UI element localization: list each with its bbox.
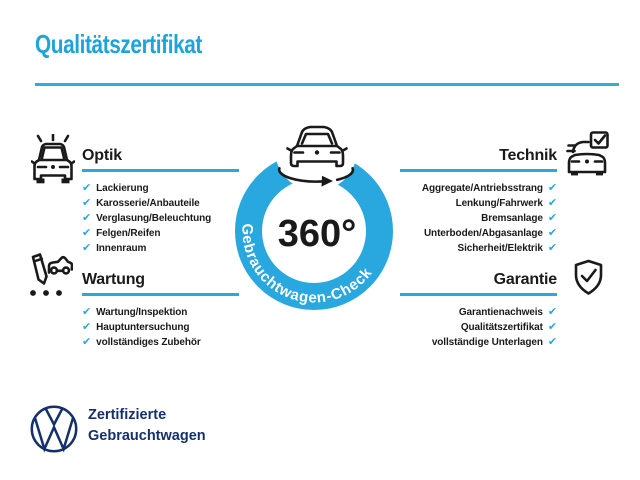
checklist-technik: ✔ Aggregate/Antriebsstrang ✔ Lenkung/Fahrw… (400, 181, 557, 256)
center-360-graphic: 360° Gebrauchtwagen-Check (235, 109, 393, 310)
check-icon: ✔ (82, 320, 92, 333)
item-label: Lenkung/Fahrwerk (455, 197, 543, 209)
check-icon: ✔ (82, 241, 92, 254)
footer-claim-line1: Zertifizierte (88, 407, 167, 423)
list-item: ✔ Wartung/Inspektion (82, 305, 239, 320)
item-label: Qualitätszertifikat (460, 321, 543, 333)
car-checkbox-icon (563, 130, 611, 181)
section-title-technik: Technik (499, 147, 557, 164)
check-icon: ✔ (82, 226, 92, 239)
checklist-optik: ✔ Lackierung ✔ Karosserie/Anbauteile ✔ Verg… (82, 181, 239, 256)
section-rule (82, 293, 239, 296)
item-label: Unterboden/Abgasanlage (423, 227, 543, 239)
footer-claim: Zertifizierte Gebrauchtwagen (88, 405, 206, 447)
list-item: ✔ vollständige Unterlagen (400, 335, 557, 350)
item-label: Garantienachweis (458, 306, 543, 318)
list-item: ✔ Sicherheit/Elektrik (400, 241, 558, 256)
check-icon: ✔ (82, 335, 92, 348)
list-item: ✔ Bremsanlage (400, 211, 557, 226)
check-icon: ✔ (547, 211, 557, 224)
checklist-wartung: ✔ Wartung/Inspektion ✔ Hauptuntersuchung ✔… (82, 305, 239, 350)
check-icon: ✔ (547, 196, 557, 209)
section-rule (400, 293, 557, 296)
degree-label: 360° (278, 213, 357, 255)
item-label: Lackierung (96, 182, 149, 194)
list-item: ✔ Hauptuntersuchung (82, 320, 239, 335)
list-item: ✔ Qualitätszertifikat (400, 320, 557, 335)
page-title: Qualitätszertifikat (35, 29, 202, 59)
vw-logo-icon (29, 404, 79, 459)
section-garantie: Garantie ✔ Garantienachweis ✔ Qualitätszer… (400, 270, 557, 350)
item-label: Hauptuntersuchung (96, 321, 190, 333)
list-item: ✔ Aggregate/Antriebsstrang (400, 181, 557, 196)
check-icon: ✔ (547, 320, 557, 333)
section-title-garantie: Garantie (493, 271, 558, 288)
service-checklist-icon (27, 253, 74, 302)
item-label: Bremsanlage (481, 212, 543, 224)
item-label: vollständige Unterlagen (431, 336, 543, 348)
item-label: Innenraum (96, 242, 147, 254)
check-icon: ✔ (547, 335, 557, 348)
list-item: ✔ Unterboden/Abgasanlage (400, 226, 557, 241)
check-icon: ✔ (82, 305, 92, 318)
list-item: ✔ Verglasung/Beleuchtung (82, 211, 239, 226)
item-label: Karosserie/Anbauteile (96, 197, 200, 209)
item-label: Wartung/Inspektion (96, 306, 188, 318)
car-rotation-icon (277, 125, 355, 187)
list-item: ✔ Felgen/Reifen (82, 226, 239, 241)
item-label: Sicherheit/Elektrik (457, 242, 543, 254)
section-optik: Optik ✔ Lackierung ✔ Karosserie/Anbauteile… (82, 146, 239, 256)
list-item: ✔ Karosserie/Anbauteile (82, 196, 239, 211)
list-item: ✔ Innenraum (82, 241, 239, 256)
section-rule (400, 169, 557, 172)
list-item: ✔ vollständiges Zubehör (82, 335, 239, 350)
car-front-shine-icon (30, 133, 76, 189)
section-title-wartung: Wartung (82, 271, 145, 288)
item-label: Verglasung/Beleuchtung (96, 212, 212, 224)
check-icon: ✔ (547, 226, 557, 239)
item-label: Aggregate/Antriebsstrang (421, 182, 543, 194)
list-item: ✔ Garantienachweis (400, 305, 557, 320)
title-underline (35, 83, 619, 86)
check-icon: ✔ (547, 241, 557, 254)
check-icon: ✔ (82, 196, 92, 209)
item-label: Felgen/Reifen (96, 227, 161, 239)
section-technik: Technik ✔ Aggregate/Antriebsstrang ✔ Lenku… (400, 146, 557, 256)
check-icon: ✔ (82, 211, 92, 224)
section-rule (82, 169, 239, 172)
shield-check-icon (572, 259, 605, 301)
check-icon: ✔ (82, 181, 92, 194)
list-item: ✔ Lackierung (82, 181, 239, 196)
list-item: ✔ Lenkung/Fahrwerk (400, 196, 558, 211)
check-icon: ✔ (547, 305, 557, 318)
section-title-optik: Optik (82, 147, 122, 164)
ring-gap (275, 109, 357, 191)
section-wartung: Wartung ✔ Wartung/Inspektion ✔ Hauptunters… (82, 270, 239, 350)
check-icon: ✔ (547, 181, 557, 194)
footer-claim-line2: Gebrauchtwagen (88, 428, 206, 444)
checklist-garantie: ✔ Garantienachweis ✔ Qualitätszertifikat ✔… (400, 305, 557, 350)
item-label: vollständiges Zubehör (96, 336, 201, 348)
